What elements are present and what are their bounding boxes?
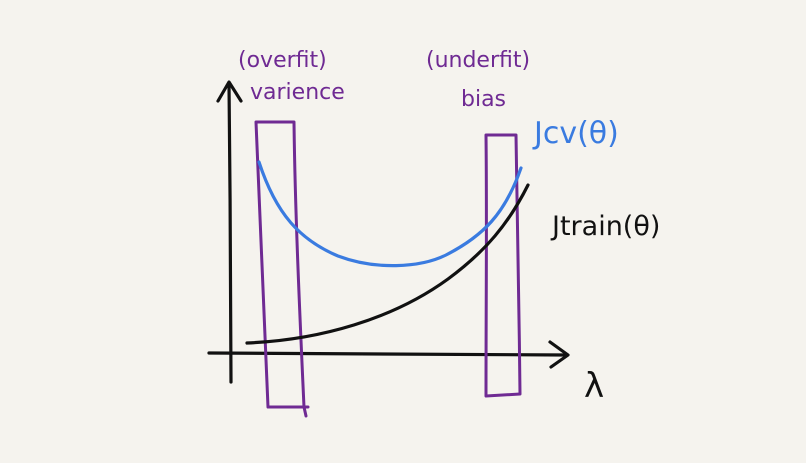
train-error-curve — [245, 183, 530, 345]
overfit-highlight-box — [254, 120, 310, 418]
variance-label: varience — [250, 80, 345, 105]
underfit-label: (underfit) — [426, 48, 530, 73]
overfit-label: (overfit) — [238, 48, 327, 73]
lambda-axis-label: λ — [584, 366, 604, 406]
cv-curve-label: Jcv(θ) — [532, 116, 619, 151]
cv-error-curve — [257, 160, 523, 268]
underfit-highlight-box — [484, 133, 522, 398]
y-axis-line — [227, 81, 233, 384]
train-curve-label: Jtrain(θ) — [550, 211, 660, 242]
bias-label: bias — [461, 87, 506, 112]
y-axis-arrowhead — [216, 80, 243, 103]
x-axis-arrowhead — [548, 340, 570, 369]
x-axis-line — [207, 351, 568, 357]
